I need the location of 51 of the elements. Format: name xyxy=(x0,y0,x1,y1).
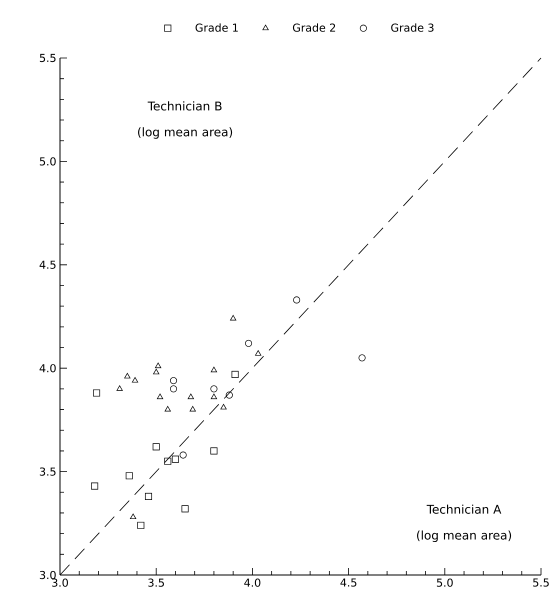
legend-label: Grade 2 xyxy=(292,23,336,32)
x-tick-label: 4.5 xyxy=(340,578,356,587)
point xyxy=(232,370,239,378)
point xyxy=(155,362,162,368)
point xyxy=(116,385,123,391)
x-tick-label: 3.5 xyxy=(148,578,164,587)
point xyxy=(190,406,196,412)
point xyxy=(153,368,160,374)
point xyxy=(245,340,252,347)
point xyxy=(144,492,152,500)
point xyxy=(130,514,136,520)
point xyxy=(152,443,160,450)
point xyxy=(358,354,366,362)
point xyxy=(164,406,171,412)
point xyxy=(132,377,138,383)
point xyxy=(124,372,130,378)
x-tick-label: 5.0 xyxy=(436,578,453,587)
y-tick-label: 5.5 xyxy=(40,54,56,62)
point xyxy=(126,472,133,480)
point xyxy=(210,366,218,372)
point xyxy=(210,394,218,400)
y-tick-label: 5.0 xyxy=(40,157,56,166)
point xyxy=(172,456,179,463)
y-tick-label: 3.5 xyxy=(40,467,56,476)
point xyxy=(156,394,164,400)
point xyxy=(164,458,172,465)
point xyxy=(230,315,236,321)
point xyxy=(182,505,189,512)
x-tick-label: 4.0 xyxy=(244,578,260,587)
x-tick-label: 5.5 xyxy=(533,578,549,587)
legend-label: Grade 1 xyxy=(196,23,238,32)
point xyxy=(255,350,262,356)
legend-label: Grade 3 xyxy=(391,23,434,32)
point xyxy=(210,447,218,454)
point xyxy=(170,385,178,392)
point xyxy=(220,404,227,410)
y-tick-label: 3.0 xyxy=(40,570,56,580)
y-tick-label: 4.5 xyxy=(40,260,56,269)
x-tick-label: 3.0 xyxy=(52,578,68,587)
point xyxy=(93,389,100,397)
point xyxy=(180,452,187,459)
text: Technician A (log mean area) xyxy=(417,504,512,542)
y-tick-label: 4.0 xyxy=(40,364,56,372)
point xyxy=(170,377,178,384)
point xyxy=(188,394,194,400)
text: Technician B (log mean area) xyxy=(138,101,232,139)
point xyxy=(226,392,233,399)
point xyxy=(210,385,218,392)
point xyxy=(137,522,144,529)
point xyxy=(91,482,98,490)
point xyxy=(293,296,300,304)
